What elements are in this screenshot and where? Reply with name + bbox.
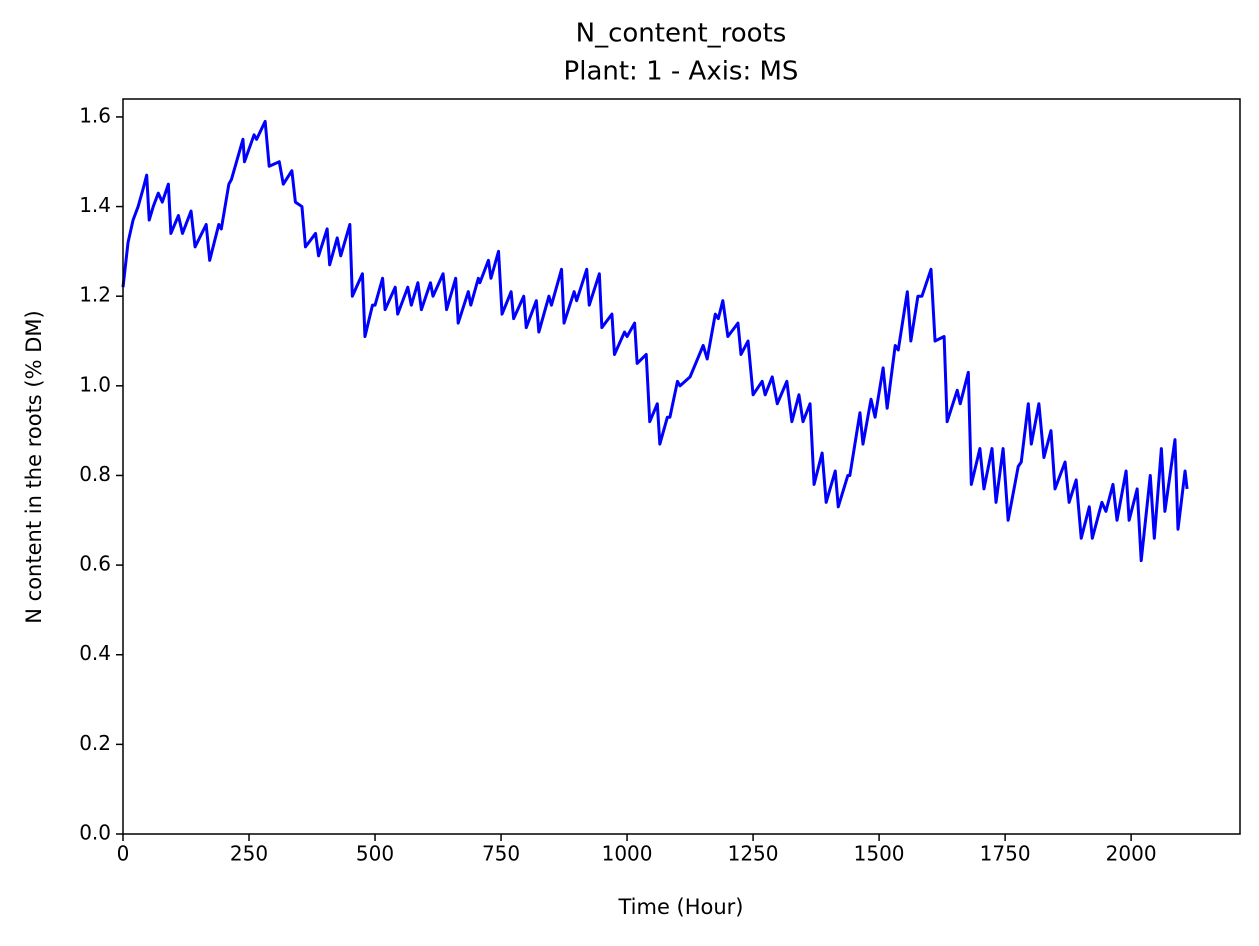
y-tick-label: 0.0 bbox=[79, 821, 111, 845]
x-tick-label: 750 bbox=[482, 842, 520, 866]
data-line bbox=[121, 119, 1189, 563]
y-axis-label: N content in the roots (% DM) bbox=[22, 310, 46, 623]
x-tick-label: 500 bbox=[356, 842, 394, 866]
y-tick-label: 0.6 bbox=[79, 552, 111, 576]
x-axis-label: Time (Hour) bbox=[617, 895, 743, 919]
plot-area bbox=[121, 119, 1189, 563]
x-tick-label: 2000 bbox=[1106, 842, 1157, 866]
y-tick-label: 1.6 bbox=[79, 103, 111, 127]
y-tick-label: 1.2 bbox=[79, 283, 111, 307]
x-tick-label: 250 bbox=[230, 842, 268, 866]
x-tick-label: 1000 bbox=[602, 842, 653, 866]
y-tick-label: 1.0 bbox=[79, 372, 111, 396]
x-tick-label: 1500 bbox=[854, 842, 905, 866]
y-tick-label: 0.4 bbox=[79, 641, 111, 665]
x-tick-label: 0 bbox=[117, 842, 130, 866]
x-tick-label: 1250 bbox=[728, 842, 779, 866]
y-tick-label: 1.4 bbox=[79, 193, 111, 217]
y-tick-label: 0.2 bbox=[79, 731, 111, 755]
y-tick-label: 0.8 bbox=[79, 462, 111, 486]
x-tick-label: 1750 bbox=[980, 842, 1031, 866]
chart-title: N_content_roots bbox=[576, 19, 787, 49]
axes-frame bbox=[122, 98, 1241, 835]
chart-subtitle: Plant: 1 - Axis: MS bbox=[564, 57, 799, 87]
